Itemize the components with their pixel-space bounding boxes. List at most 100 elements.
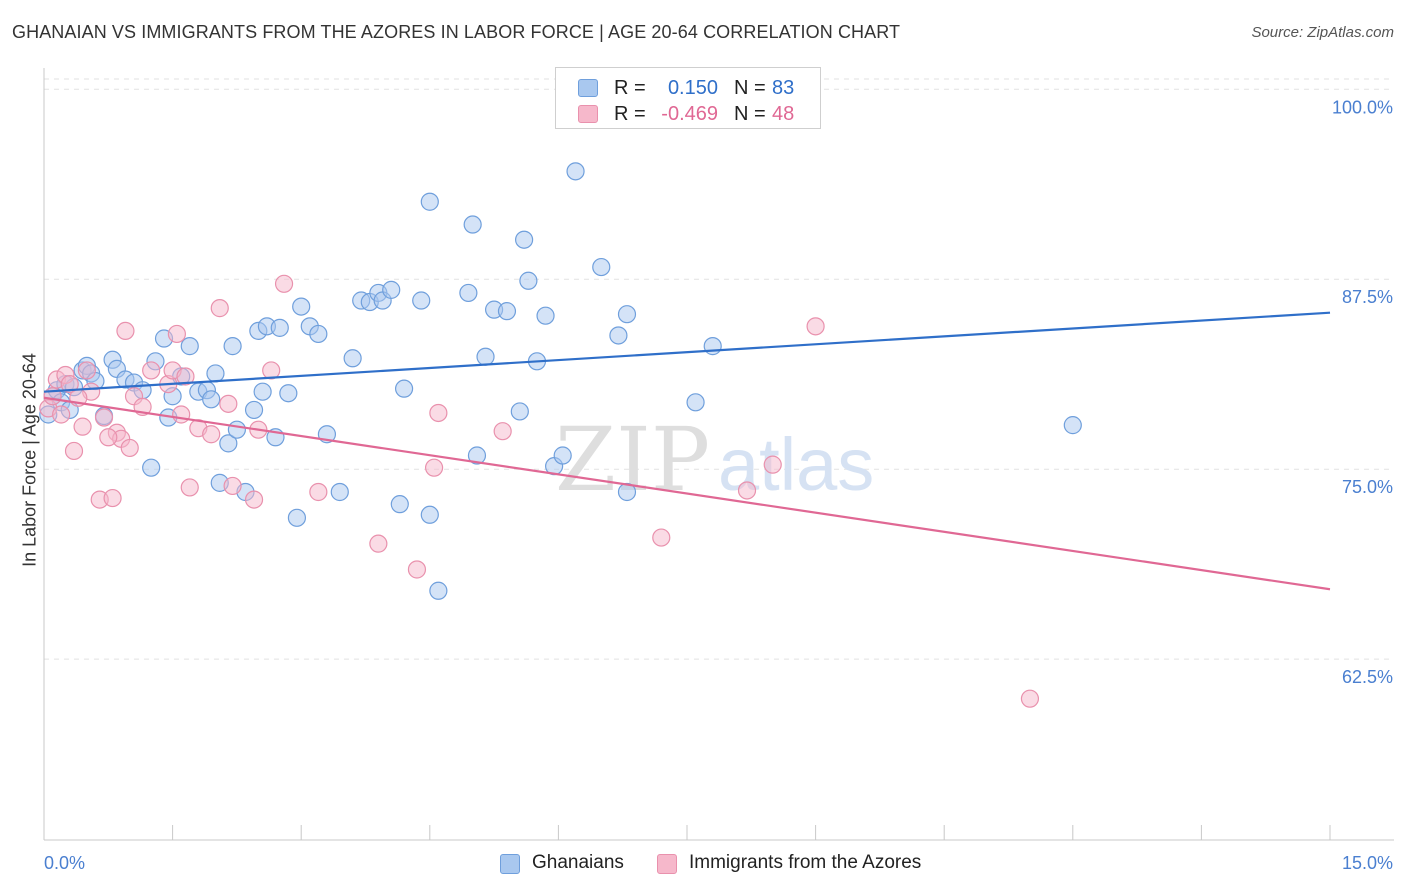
point-ghanaians xyxy=(253,382,272,401)
bottom-legend-swatch-azores xyxy=(657,854,677,874)
correlation-legend: R = 0.150 N = 83 R = -0.469 N = 48 xyxy=(555,67,821,129)
y-tick-label: 62.5% xyxy=(1342,667,1393,687)
grid xyxy=(44,78,1394,660)
point-ghanaians xyxy=(1063,416,1082,435)
point-ghanaians xyxy=(412,291,431,310)
bottom-legend-label: Immigrants from the Azores xyxy=(689,852,922,873)
point-ghanaians xyxy=(270,318,289,337)
scatter-points xyxy=(39,162,1082,708)
point-azores xyxy=(262,361,281,380)
point-azores xyxy=(424,458,444,477)
legend-row-azores: R = -0.469 N = 48 xyxy=(556,101,822,127)
point-azores xyxy=(73,417,92,436)
point-azores xyxy=(120,438,139,458)
point-ghanaians xyxy=(206,364,225,383)
point-ghanaians xyxy=(382,280,401,299)
point-ghanaians xyxy=(459,283,478,303)
point-ghanaians xyxy=(553,446,572,465)
point-azores xyxy=(176,367,195,386)
trend-line-ghanaians xyxy=(43,311,1331,393)
point-azores xyxy=(99,428,118,447)
point-azores xyxy=(1020,689,1040,708)
point-azores xyxy=(219,394,238,413)
point-azores xyxy=(172,405,191,424)
source-label: Source: ZipAtlas.com xyxy=(1251,24,1394,41)
legend-r-label: R = xyxy=(614,77,646,99)
point-ghanaians xyxy=(515,230,534,249)
point-azores xyxy=(493,422,512,441)
legend-n-value: 83 xyxy=(772,77,795,99)
point-ghanaians xyxy=(244,400,264,420)
point-ghanaians xyxy=(510,402,529,421)
point-ghanaians xyxy=(309,324,328,344)
point-azores xyxy=(210,299,229,318)
point-ghanaians xyxy=(287,508,307,527)
tick-labels: 62.5% 75.0% 87.5% 100.0% 0.0% 15.0% xyxy=(44,97,1393,873)
point-ghanaians xyxy=(429,581,448,600)
point-ghanaians xyxy=(223,337,242,356)
chart-title: GHANAIAN VS IMMIGRANTS FROM THE AZORES I… xyxy=(12,22,901,42)
point-ghanaians xyxy=(686,393,705,412)
point-azores xyxy=(652,528,671,547)
point-azores xyxy=(274,274,294,293)
legend-row-ghanaians: R = 0.150 N = 83 xyxy=(556,75,822,101)
point-ghanaians xyxy=(463,215,482,234)
point-ghanaians xyxy=(343,349,362,368)
point-ghanaians xyxy=(219,434,238,453)
point-azores xyxy=(244,490,264,509)
point-ghanaians xyxy=(519,271,538,290)
point-ghanaians xyxy=(279,384,298,403)
point-azores xyxy=(60,374,79,394)
y-tick-label: 75.0% xyxy=(1342,477,1393,497)
point-ghanaians xyxy=(420,505,439,524)
point-ghanaians xyxy=(227,420,246,439)
y-tick-label: 87.5% xyxy=(1342,287,1393,307)
point-azores xyxy=(94,408,114,427)
legend-r-value: 0.150 xyxy=(667,77,718,99)
point-azores xyxy=(77,361,96,380)
point-azores xyxy=(202,425,221,444)
legend-n-label: N = xyxy=(734,77,766,99)
point-azores xyxy=(52,405,71,424)
point-ghanaians xyxy=(536,306,555,325)
point-azores xyxy=(223,476,242,496)
point-ghanaians xyxy=(617,305,637,324)
point-azores xyxy=(407,560,427,579)
y-axis-label: In Labor Force | Age 20-64 xyxy=(19,353,40,567)
point-azores xyxy=(309,482,328,502)
point-azores xyxy=(103,488,122,508)
point-ghanaians xyxy=(292,297,311,316)
x-tick-label: 0.0% xyxy=(44,853,85,873)
legend-r-label: R = xyxy=(614,103,646,125)
point-ghanaians xyxy=(566,162,585,181)
legend-swatch-ghanaians xyxy=(578,79,598,97)
point-azores xyxy=(64,441,84,461)
axes xyxy=(43,68,1394,841)
point-azores xyxy=(806,317,825,336)
point-ghanaians xyxy=(592,257,611,277)
point-ghanaians xyxy=(476,347,495,366)
point-azores xyxy=(369,534,388,553)
bottom-legend-label: Ghanaians xyxy=(532,852,624,873)
bottom-legend-swatch-ghanaians xyxy=(500,854,520,874)
x-tick-label: 15.0% xyxy=(1342,853,1393,873)
point-ghanaians xyxy=(202,390,221,409)
point-ghanaians xyxy=(467,446,487,465)
point-ghanaians xyxy=(330,482,349,502)
y-tick-label: 100.0% xyxy=(1332,97,1393,117)
point-azores xyxy=(180,478,199,497)
legend-swatch-azores xyxy=(578,105,598,123)
point-azores xyxy=(116,321,135,341)
point-azores xyxy=(763,455,782,474)
point-ghanaians xyxy=(497,302,517,321)
legend-n-label: N = xyxy=(734,103,766,125)
legend-r-value: -0.469 xyxy=(661,103,718,125)
point-ghanaians xyxy=(394,379,414,398)
point-azores xyxy=(429,403,448,423)
legend-n-value: 48 xyxy=(772,103,795,125)
point-azores xyxy=(142,361,161,380)
point-ghanaians xyxy=(142,458,161,477)
trend-line-azores xyxy=(43,396,1331,591)
point-ghanaians xyxy=(609,326,628,345)
